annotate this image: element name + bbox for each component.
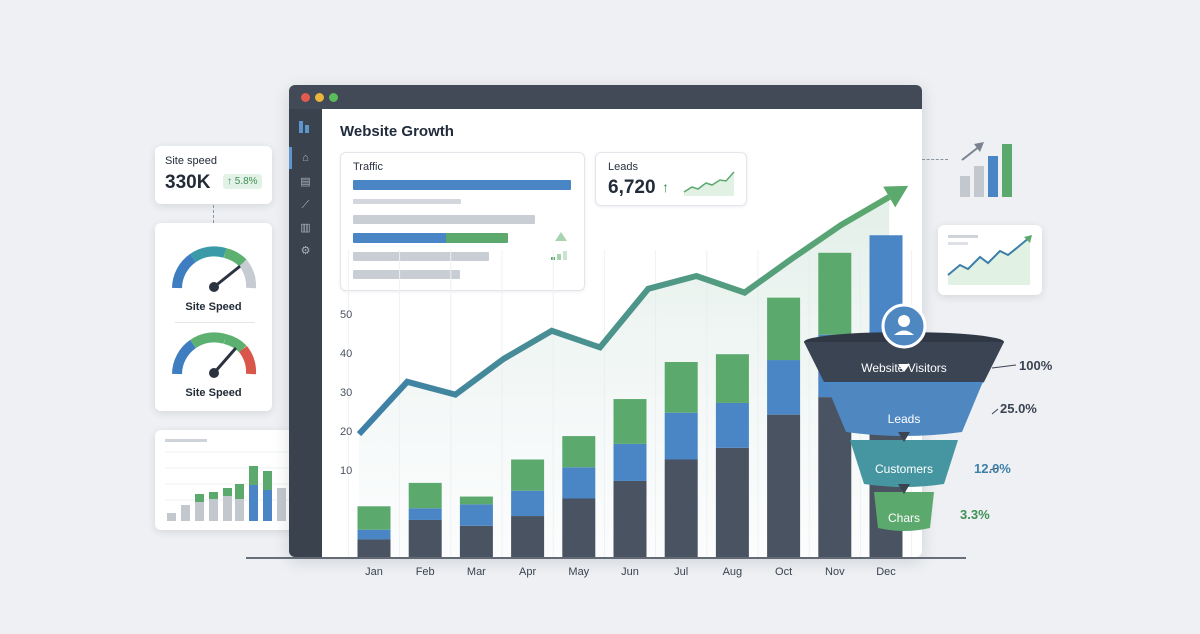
growth-bars-icon xyxy=(960,142,1012,197)
funnel-connectors xyxy=(990,364,1017,471)
connector-dash xyxy=(213,205,214,223)
trend-card xyxy=(938,225,1042,295)
y-tick-label: 20 xyxy=(340,426,353,438)
funnel-label-leads: Leads xyxy=(887,412,921,426)
user-icon xyxy=(898,315,910,327)
funnel-label-chars: Chars xyxy=(887,511,920,525)
sidebar: ⌂ ▤ ⟋ ▥ ⚙ xyxy=(289,109,322,557)
funnel-pct-leads: 25.0% xyxy=(1000,401,1037,416)
y-tick-label: 30 xyxy=(340,387,353,399)
funnel-pct-visitors: 100% xyxy=(1019,358,1053,373)
traffic-bar xyxy=(353,270,460,279)
y-tick-label: 50 xyxy=(340,309,353,321)
sidebar-active-indicator xyxy=(289,147,292,169)
site-speed-label: Site speed xyxy=(165,155,217,167)
close-dot[interactable] xyxy=(301,93,310,102)
x-tick-label: Jan xyxy=(365,566,383,578)
site-speed-card: Site speed 330K ↑ 5.8% xyxy=(155,146,272,204)
traffic-bar xyxy=(353,215,535,224)
x-tick-label: May xyxy=(568,566,590,578)
traffic-label: Traffic xyxy=(353,161,383,173)
settings-icon[interactable]: ⚙ xyxy=(300,245,311,257)
leads-label: Leads xyxy=(608,161,638,173)
gauges-card: Site Speed Site Speed xyxy=(155,223,272,411)
app-logo-icon xyxy=(299,121,311,133)
leads-card: Leads 6,720 ↑ xyxy=(595,152,747,206)
x-tick-label: Feb xyxy=(415,566,435,578)
x-tick-label: Jul xyxy=(674,566,689,578)
traffic-bar xyxy=(353,180,571,190)
funnel-label-customers: Customers xyxy=(874,462,933,476)
dashboard-icon[interactable]: ▤ xyxy=(300,176,311,188)
traffic-bar xyxy=(353,252,489,261)
divider xyxy=(175,322,255,323)
bar-chart-icon[interactable]: ▥ xyxy=(300,222,311,234)
leads-value: 6,720 xyxy=(608,177,656,198)
x-tick-label: Mar xyxy=(466,566,486,578)
x-tick-label: Oct xyxy=(775,566,793,578)
x-tick-label: Dec xyxy=(876,566,896,578)
gauge-1-label: Site Speed xyxy=(185,301,242,313)
minimize-dot[interactable] xyxy=(315,93,324,102)
trend-icon[interactable]: ⟋ xyxy=(301,199,310,211)
conversion-funnel xyxy=(804,303,1004,531)
speed-gauge-2 xyxy=(172,332,257,378)
home-icon[interactable]: ⌂ xyxy=(302,152,309,164)
y-tick-label: 40 xyxy=(340,348,353,360)
x-tick-label: Jun xyxy=(621,566,639,578)
leads-sparkline xyxy=(683,171,735,196)
window-titlebar xyxy=(289,85,922,109)
gauge-2-label: Site Speed xyxy=(185,387,242,399)
trend-sparkline xyxy=(947,235,1032,285)
traffic-bar xyxy=(353,199,461,204)
site-speed-value: 330K xyxy=(165,172,211,193)
dash-connector xyxy=(922,159,948,160)
y-tick-label: 10 xyxy=(340,465,353,477)
x-tick-label: Nov xyxy=(825,566,845,578)
maximize-dot[interactable] xyxy=(329,93,338,102)
leads-up-arrow: ↑ xyxy=(662,179,669,195)
funnel-label-visitors: Website Visitors xyxy=(861,361,947,375)
traffic-card: Traffic xyxy=(340,152,585,291)
x-tick-label: Aug xyxy=(722,566,743,578)
site-speed-change-badge: ↑ 5.8% xyxy=(223,174,262,189)
funnel-pct-customers: 12.0% xyxy=(974,461,1011,476)
funnel-pct-chars: 3.3% xyxy=(960,507,990,522)
x-tick-label: Apr xyxy=(519,566,537,578)
speed-gauge-1 xyxy=(172,246,257,292)
page-title: Website Growth xyxy=(340,123,454,140)
traffic-bar xyxy=(353,233,508,243)
traffic-indicator-icon xyxy=(551,232,567,260)
